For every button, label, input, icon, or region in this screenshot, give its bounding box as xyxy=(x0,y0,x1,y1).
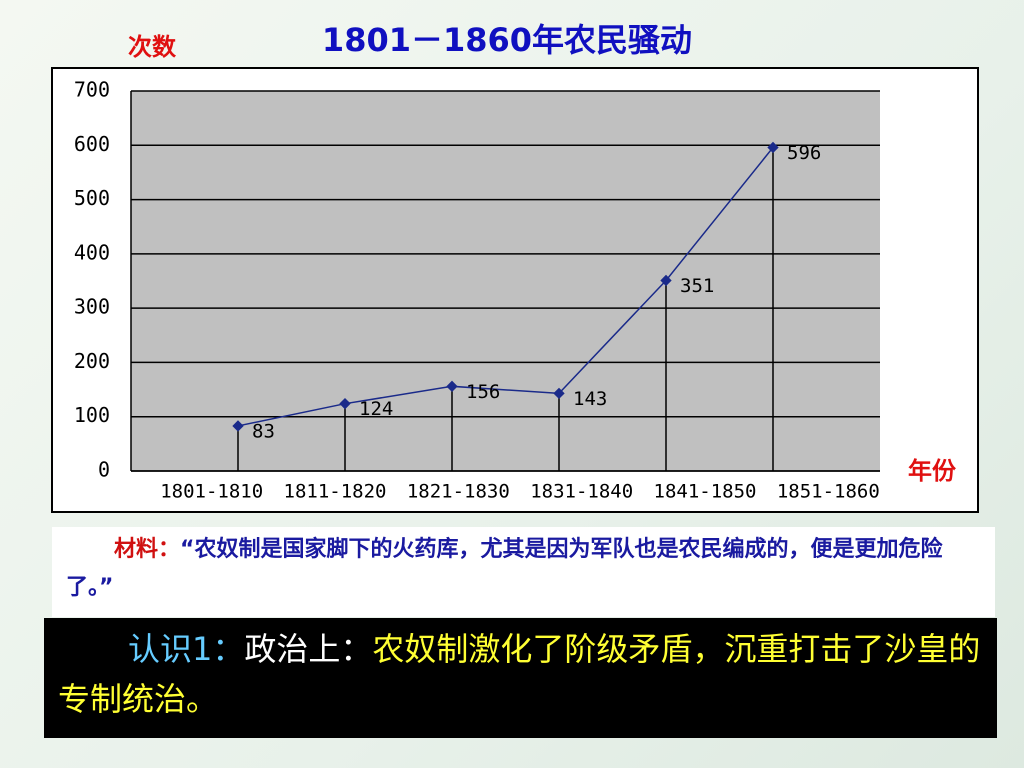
y-tick-label: 400 xyxy=(74,240,110,264)
y-tick-label: 700 xyxy=(74,78,110,102)
x-tick-label: 1851-1860 xyxy=(777,481,880,503)
data-point xyxy=(232,420,244,432)
x-tick-label: 1831-1840 xyxy=(530,481,633,503)
data-label: 83 xyxy=(252,420,275,442)
x-tick-label: 1821-1830 xyxy=(407,481,510,503)
data-point xyxy=(339,398,351,410)
conclusion-aspect: 政治上： xyxy=(244,630,373,668)
data-point xyxy=(446,380,458,392)
y-tick-label: 600 xyxy=(74,132,110,156)
x-axis-label: 年份 xyxy=(908,457,957,485)
conclusion: 认识1：政治上：农奴制激化了阶级矛盾，沉重打击了沙皇的专制统治。 xyxy=(44,618,997,738)
y-axis-label: 次数 xyxy=(128,33,177,61)
data-line xyxy=(237,146,774,427)
chart: 1801－1860年农民骚动 次数 年份 0 100 200 300 400 500 600… xyxy=(51,21,979,513)
y-tick-label: 0 xyxy=(98,458,110,482)
data-label: 596 xyxy=(787,142,821,164)
x-tick-label: 1841-1850 xyxy=(654,481,757,503)
y-tick-label: 200 xyxy=(74,349,110,373)
data-label: 351 xyxy=(680,275,714,297)
material: 材料：“农奴制是国家脚下的火药库，尤其是因为军队也是农民编成的，便是更加危险了。… xyxy=(52,527,995,617)
x-tick-label: 1801-1810 xyxy=(160,481,263,503)
y-tick-label: 300 xyxy=(74,295,110,319)
data-point xyxy=(553,387,565,400)
chart-title: 1801－1860年农民骚动 xyxy=(322,21,692,59)
y-tick-label: 100 xyxy=(74,403,110,427)
plot-area xyxy=(131,91,880,471)
data-label: 143 xyxy=(573,388,607,410)
material-text: “农奴制是国家脚下的火药库，尤其是因为军队也是农民编成的，便是更加危险了。” xyxy=(66,537,943,600)
data-point xyxy=(767,141,779,154)
conclusion-label: 认识1： xyxy=(128,630,245,668)
y-tick-label: 500 xyxy=(74,186,110,210)
conclusion-text: 农奴制激化了阶级矛盾，沉重打击了沙皇的专制统治。 xyxy=(58,630,981,718)
data-label: 156 xyxy=(466,381,500,403)
data-point xyxy=(660,274,672,287)
x-tick-label: 1811-1820 xyxy=(284,481,387,503)
material-label: 材料： xyxy=(114,537,181,562)
data-label: 124 xyxy=(359,398,393,420)
